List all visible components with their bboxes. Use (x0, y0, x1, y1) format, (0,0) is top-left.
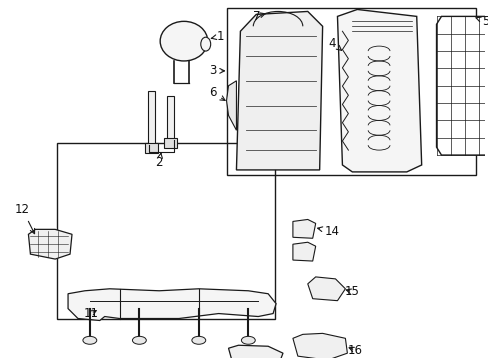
Text: 13: 13 (0, 359, 1, 360)
Polygon shape (28, 229, 72, 259)
Text: 9: 9 (0, 359, 1, 360)
Text: 7: 7 (252, 10, 265, 23)
Text: 11: 11 (83, 307, 98, 320)
Polygon shape (226, 81, 236, 130)
Text: 1: 1 (211, 30, 224, 43)
Ellipse shape (160, 21, 207, 61)
Polygon shape (228, 345, 283, 360)
Polygon shape (436, 17, 488, 155)
Bar (226, 9, 475, 175)
Bar (148, 91, 155, 145)
Ellipse shape (83, 336, 97, 344)
Text: 15: 15 (344, 285, 359, 298)
Ellipse shape (132, 336, 146, 344)
Bar (164, 138, 177, 148)
Text: 5: 5 (475, 15, 488, 28)
Text: 12: 12 (0, 359, 1, 360)
Polygon shape (337, 9, 421, 172)
Bar (167, 96, 174, 140)
Text: 10: 10 (0, 359, 1, 360)
Ellipse shape (241, 336, 255, 344)
Polygon shape (236, 12, 322, 170)
Text: 4: 4 (328, 37, 341, 50)
Text: 6: 6 (208, 86, 224, 100)
Bar (57, 143, 275, 319)
Ellipse shape (201, 37, 210, 51)
Bar (145, 143, 158, 153)
Text: 14: 14 (317, 225, 339, 238)
Text: 16: 16 (347, 344, 362, 357)
Text: 3: 3 (208, 64, 224, 77)
Ellipse shape (191, 336, 205, 344)
Polygon shape (307, 277, 345, 301)
Text: 2: 2 (155, 153, 163, 170)
Polygon shape (292, 333, 346, 360)
Text: 12: 12 (15, 203, 35, 234)
Polygon shape (292, 220, 315, 238)
Polygon shape (68, 289, 276, 320)
Polygon shape (292, 242, 315, 261)
